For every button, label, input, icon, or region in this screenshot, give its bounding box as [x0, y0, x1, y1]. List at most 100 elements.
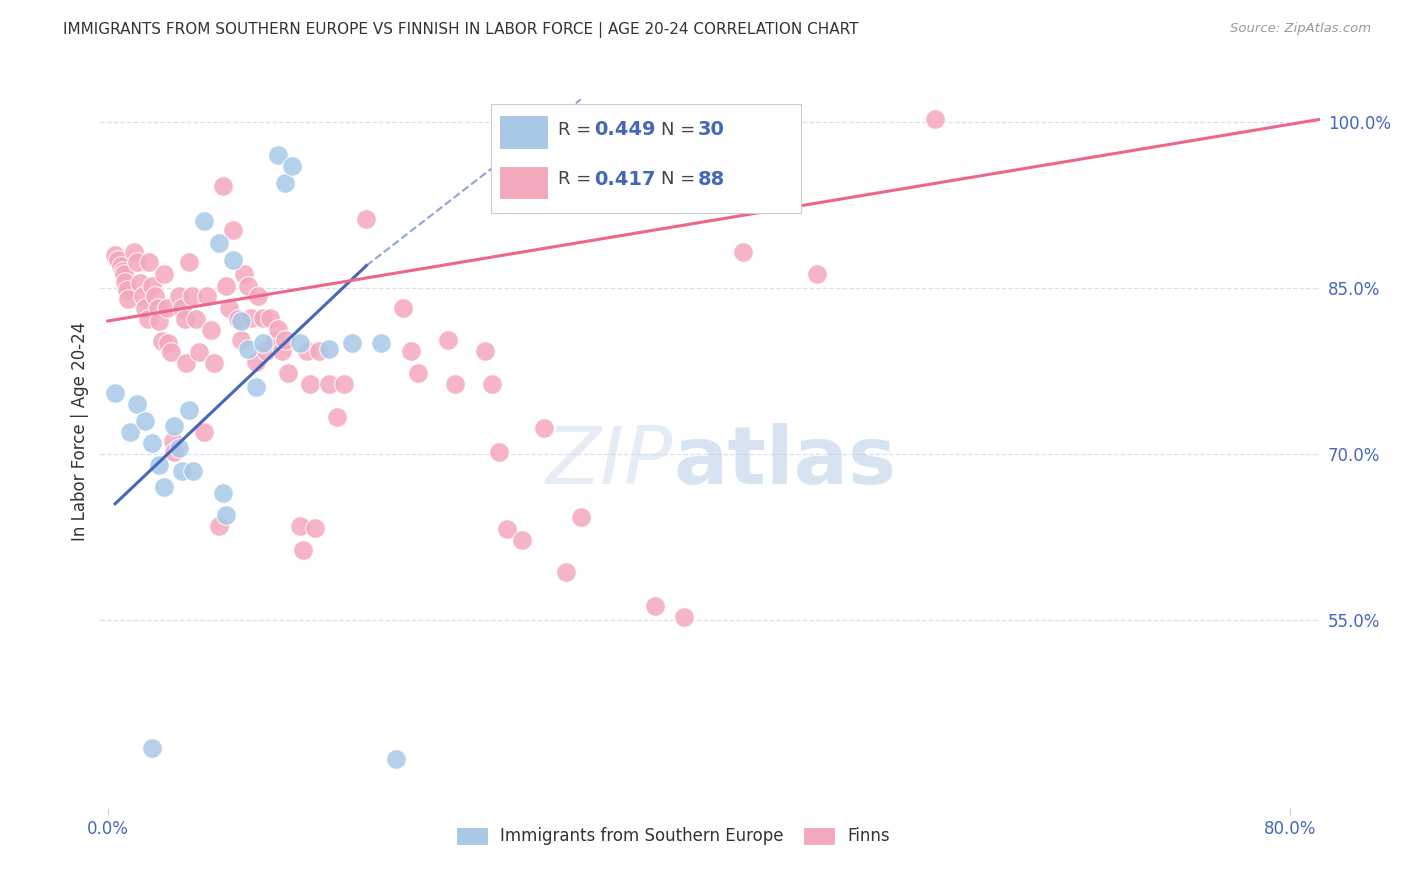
Point	[207, 236, 229, 251]
Point	[200, 323, 222, 337]
Point	[259, 310, 281, 325]
Point	[141, 278, 163, 293]
Point	[399, 343, 422, 358]
Point	[138, 255, 160, 269]
Point	[195, 288, 218, 302]
Point	[274, 333, 297, 347]
FancyBboxPatch shape	[491, 104, 801, 213]
Point	[134, 414, 156, 428]
Point	[356, 212, 378, 227]
Point	[406, 366, 429, 380]
Text: ZIP: ZIP	[546, 423, 673, 501]
Point	[495, 522, 517, 536]
Point	[281, 159, 304, 173]
Point	[174, 356, 197, 370]
Point	[127, 397, 149, 411]
Point	[118, 425, 141, 439]
Point	[385, 751, 408, 765]
Point	[160, 345, 183, 359]
Point	[170, 301, 193, 315]
Point	[188, 345, 211, 359]
Point	[141, 435, 163, 450]
Point	[271, 343, 294, 358]
Point	[254, 343, 277, 358]
Point	[127, 255, 149, 269]
Point	[236, 278, 259, 293]
Point	[157, 336, 180, 351]
Point	[232, 268, 254, 282]
Point	[340, 336, 363, 351]
Point	[111, 264, 134, 278]
Point	[186, 311, 208, 326]
Point	[229, 333, 252, 347]
Point	[263, 333, 285, 347]
Point	[148, 458, 170, 472]
Point	[212, 178, 235, 193]
Text: 30: 30	[697, 120, 724, 139]
Point	[129, 277, 152, 291]
Point	[207, 519, 229, 533]
Point	[163, 419, 186, 434]
Point	[193, 425, 215, 439]
Point	[806, 268, 828, 282]
Text: R =: R =	[558, 120, 596, 139]
Point	[267, 322, 290, 336]
Point	[156, 301, 179, 315]
Point	[104, 386, 127, 401]
Text: 88: 88	[697, 170, 725, 189]
Point	[474, 343, 496, 358]
Text: N =: N =	[661, 170, 702, 188]
Point	[117, 292, 139, 306]
Point	[488, 444, 510, 458]
Point	[240, 310, 263, 325]
Point	[110, 259, 132, 273]
Legend: Immigrants from Southern Europe, Finns: Immigrants from Southern Europe, Finns	[457, 827, 890, 846]
Point	[114, 275, 136, 289]
Point	[326, 410, 349, 425]
Point	[524, 190, 547, 204]
Text: IMMIGRANTS FROM SOUTHERN EUROPE VS FINNISH IN LABOR FORCE | AGE 20-24 CORRELATIO: IMMIGRANTS FROM SOUTHERN EUROPE VS FINNI…	[63, 22, 859, 38]
Point	[167, 288, 190, 302]
Point	[308, 343, 330, 358]
Point	[267, 148, 290, 162]
Point	[510, 533, 533, 548]
Point	[177, 255, 200, 269]
Point	[370, 336, 392, 351]
Point	[569, 510, 592, 524]
Point	[153, 268, 176, 282]
Point	[554, 566, 576, 580]
Point	[717, 190, 740, 204]
Point	[236, 342, 259, 356]
Point	[222, 223, 245, 237]
Text: N =: N =	[661, 120, 702, 139]
FancyBboxPatch shape	[501, 167, 547, 198]
Point	[436, 333, 458, 347]
Text: Source: ZipAtlas.com: Source: ZipAtlas.com	[1230, 22, 1371, 36]
Point	[318, 342, 340, 356]
Point	[146, 301, 169, 315]
Point	[299, 377, 322, 392]
Point	[141, 740, 163, 755]
Text: 0.417: 0.417	[595, 170, 655, 189]
Point	[222, 253, 245, 268]
Point	[673, 609, 696, 624]
Point	[245, 355, 267, 369]
Point	[291, 543, 314, 558]
Point	[107, 253, 129, 268]
Point	[252, 336, 274, 351]
Point	[288, 336, 311, 351]
Point	[288, 519, 311, 533]
Point	[177, 402, 200, 417]
Y-axis label: In Labor Force | Age 20-24: In Labor Force | Age 20-24	[72, 322, 89, 541]
Point	[173, 311, 195, 326]
Point	[193, 214, 215, 228]
Text: 0.449: 0.449	[595, 120, 655, 139]
Point	[202, 356, 225, 370]
Point	[143, 288, 166, 302]
Point	[247, 288, 270, 302]
Point	[132, 288, 155, 302]
Text: atlas: atlas	[673, 423, 897, 501]
Point	[733, 245, 755, 260]
Point	[153, 480, 176, 494]
Point	[136, 311, 159, 326]
